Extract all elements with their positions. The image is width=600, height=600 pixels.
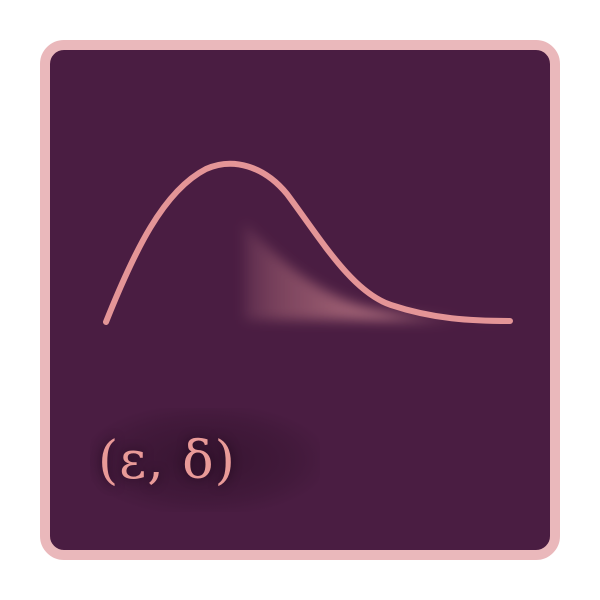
differential-privacy-icon-tile: (ε, δ) bbox=[40, 40, 560, 560]
epsilon-delta-label: (ε, δ) bbox=[98, 431, 236, 491]
distribution-curve-icon bbox=[103, 160, 513, 325]
distribution-curve-line bbox=[103, 160, 513, 325]
shaded-tail-region bbox=[244, 222, 508, 321]
formula-label-glow bbox=[90, 408, 320, 512]
